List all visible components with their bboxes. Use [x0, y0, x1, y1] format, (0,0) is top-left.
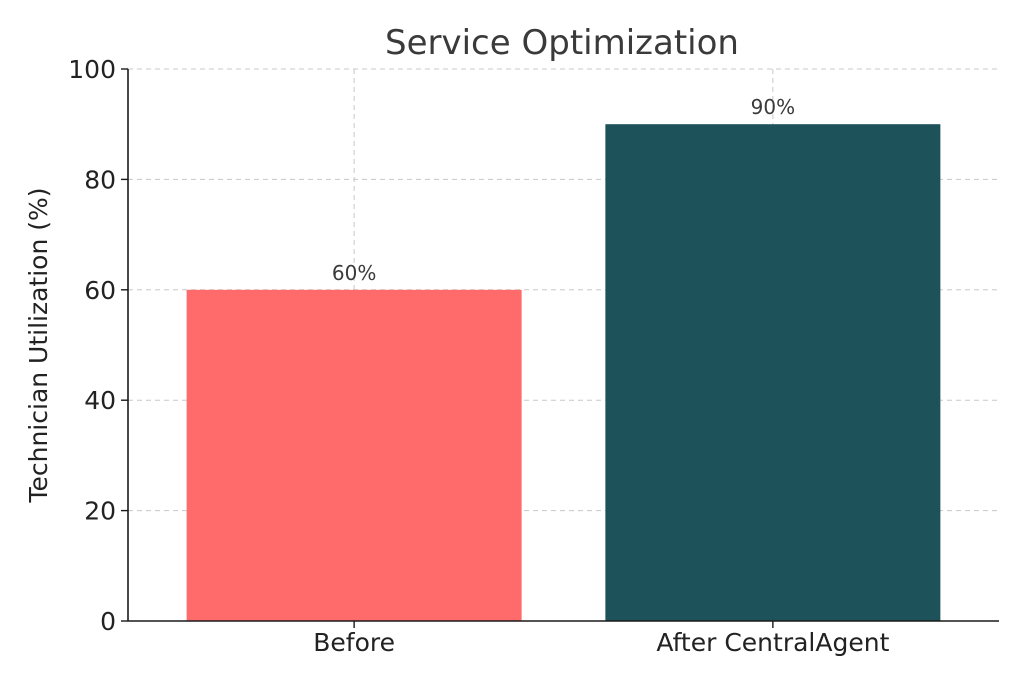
- bars: [186, 124, 941, 621]
- y-tick-label-100: 100: [68, 55, 116, 84]
- y-tick-label-20: 20: [84, 497, 116, 526]
- x-axis-ticks: Before After CentralAgent: [313, 621, 890, 657]
- bar-1: [605, 124, 941, 621]
- x-tick-label-0: Before: [313, 628, 395, 657]
- data-label-1: 90%: [751, 95, 795, 119]
- y-tick-label-40: 40: [84, 386, 116, 415]
- y-tick-label-80: 80: [84, 165, 116, 194]
- chart-title: Service Optimization: [385, 23, 739, 63]
- data-label-0: 60%: [332, 261, 376, 285]
- data-labels: 60% 90%: [332, 95, 795, 285]
- x-tick-label-1: After CentralAgent: [656, 628, 889, 657]
- y-axis-label: Technician Utilization (%): [24, 187, 53, 503]
- y-axis-ticks: 0 20 40 60 80 100: [68, 55, 128, 636]
- bar-0: [186, 289, 522, 621]
- y-tick-label-60: 60: [84, 276, 116, 305]
- y-tick-label-0: 0: [100, 607, 116, 636]
